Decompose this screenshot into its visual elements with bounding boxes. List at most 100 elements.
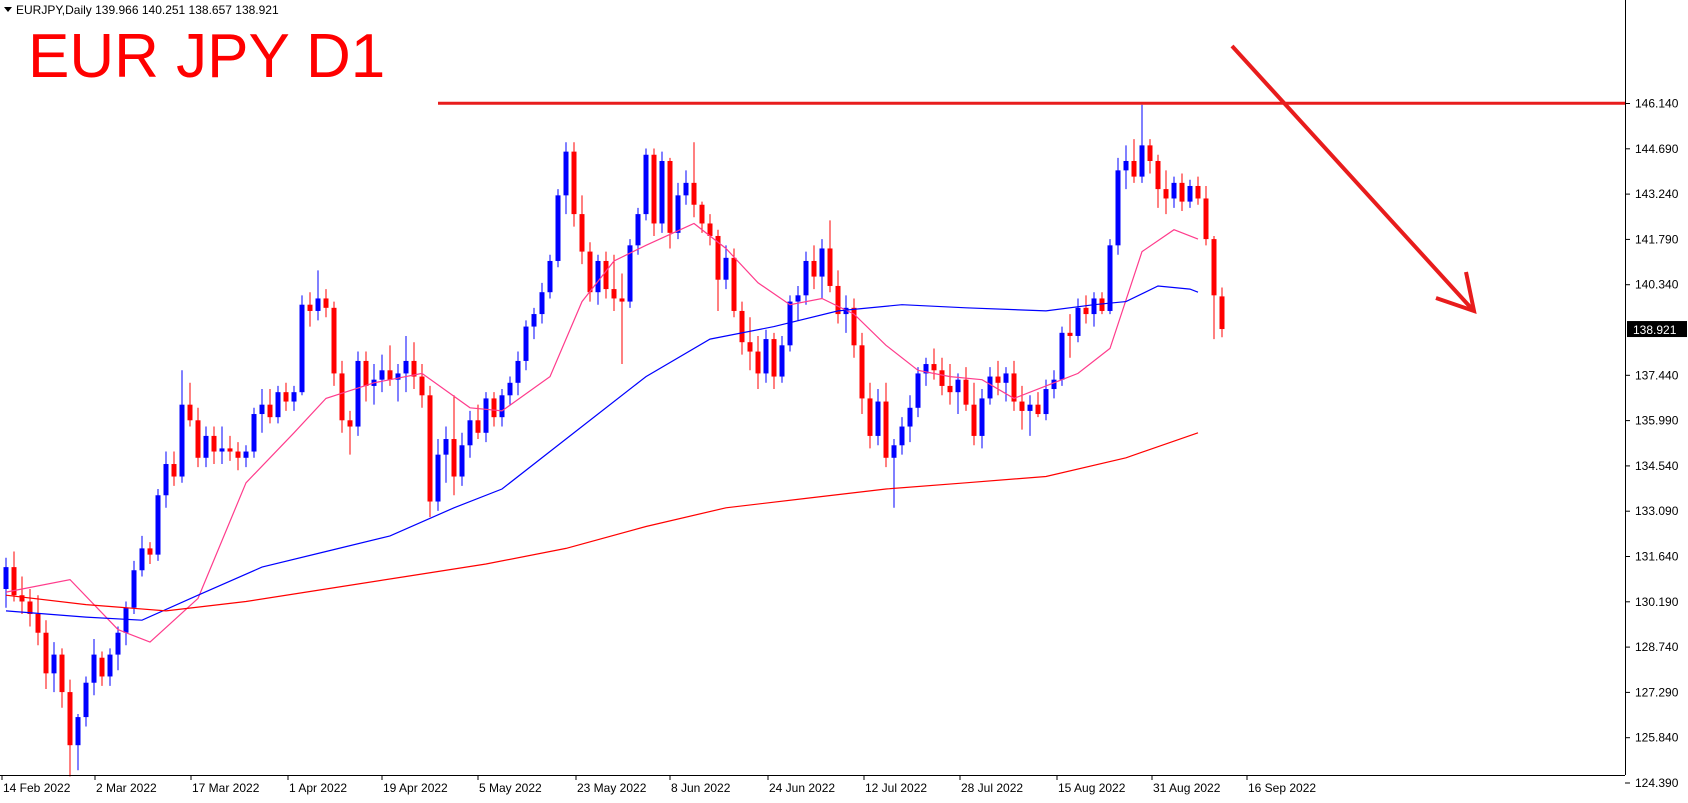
candle xyxy=(331,301,337,386)
candle-body xyxy=(291,392,297,402)
candle xyxy=(243,445,249,468)
candle xyxy=(475,404,481,440)
candle-body xyxy=(1059,332,1065,380)
candle xyxy=(611,254,617,311)
candle xyxy=(195,407,201,468)
candle-body xyxy=(299,304,305,393)
time-tick-label: 15 Aug 2022 xyxy=(1058,781,1126,795)
candle xyxy=(843,295,849,333)
candle-body xyxy=(107,654,113,677)
candle-body xyxy=(875,401,881,436)
candle-body xyxy=(691,182,697,205)
candle-body xyxy=(403,360,409,374)
candle xyxy=(75,713,81,771)
candle xyxy=(499,389,505,427)
candle-body xyxy=(587,251,593,293)
candle xyxy=(435,439,441,511)
candle-body xyxy=(747,342,753,352)
candle-body xyxy=(835,285,841,315)
candle-body xyxy=(667,160,673,233)
candle-body xyxy=(11,567,17,596)
candle-body xyxy=(131,570,137,608)
candle-body xyxy=(259,404,265,415)
candle xyxy=(1019,385,1025,430)
candle xyxy=(1059,326,1065,386)
candle xyxy=(35,595,41,646)
candle-body xyxy=(1003,373,1009,383)
candle xyxy=(27,588,33,627)
candle xyxy=(1163,170,1169,215)
candle-body xyxy=(443,439,449,455)
moving-average-slow xyxy=(5,432,1199,612)
candle-body xyxy=(515,360,521,383)
candle xyxy=(283,382,289,411)
candle xyxy=(1083,295,1089,324)
candle xyxy=(171,451,177,486)
candle-body xyxy=(1083,307,1089,315)
candle-body xyxy=(211,435,217,452)
candle-body xyxy=(859,345,865,399)
candle-body xyxy=(1147,145,1153,161)
candle-body xyxy=(395,373,401,380)
candle xyxy=(275,385,281,424)
candle-body xyxy=(675,195,681,233)
candle-body xyxy=(891,445,897,458)
candle-body xyxy=(155,495,161,555)
candle-body xyxy=(931,364,937,371)
candle xyxy=(371,364,377,405)
candle-body xyxy=(1123,160,1129,171)
time-tick-label: 17 Mar 2022 xyxy=(192,781,260,795)
time-tick-label: 28 Jul 2022 xyxy=(961,781,1023,795)
candle-body xyxy=(1139,145,1145,177)
price-tick-label: 141.790 xyxy=(1635,232,1679,246)
candle xyxy=(1179,173,1185,211)
candle-body xyxy=(1075,307,1081,336)
candle xyxy=(835,270,841,324)
candle-body xyxy=(387,370,393,380)
candle-body xyxy=(1171,182,1177,199)
candle-body xyxy=(707,223,713,236)
candle xyxy=(147,542,153,565)
candle xyxy=(971,382,977,446)
candle-body xyxy=(315,298,321,311)
price-axis-background xyxy=(1625,0,1688,798)
candle-body xyxy=(451,439,457,477)
candle-body xyxy=(579,214,585,252)
candle-body xyxy=(651,154,657,224)
downtrend-arrow-head-icon xyxy=(1435,271,1477,315)
candle xyxy=(1155,154,1161,208)
candle-body xyxy=(275,392,281,418)
candle-body xyxy=(355,360,361,427)
candle xyxy=(963,367,969,411)
time-tick-label: 24 Jun 2022 xyxy=(769,781,835,795)
candle xyxy=(323,289,329,318)
price-tick-label: 133.090 xyxy=(1635,504,1679,518)
candle-body xyxy=(899,426,905,446)
candle-body xyxy=(947,385,953,393)
candle xyxy=(179,370,185,483)
candle xyxy=(1003,367,1009,402)
price-tick-label: 127.290 xyxy=(1635,685,1679,699)
candle xyxy=(547,254,553,299)
candle xyxy=(1211,235,1217,340)
price-tick-label: 146.140 xyxy=(1635,97,1679,111)
candle xyxy=(899,417,905,455)
candle-body xyxy=(339,373,345,421)
candle xyxy=(827,220,833,293)
current-price-label: 138.921 xyxy=(1633,323,1677,337)
candle-body xyxy=(363,360,369,386)
candle xyxy=(187,382,193,427)
time-axis: 14 Feb 2022 2 Mar 2022 17 Mar 2022 1 Apr 20… xyxy=(0,775,1625,795)
candle-body xyxy=(499,395,505,418)
candle xyxy=(1115,157,1121,255)
candle-body xyxy=(411,360,417,377)
time-tick-label: 19 Apr 2022 xyxy=(383,781,448,795)
candle xyxy=(883,382,889,468)
candle-body xyxy=(739,310,745,343)
candle-body xyxy=(1099,298,1105,311)
candle-body xyxy=(1203,198,1209,240)
dropdown-triangle-icon[interactable] xyxy=(4,7,12,12)
candle xyxy=(1091,292,1097,327)
candle-body xyxy=(763,339,769,374)
